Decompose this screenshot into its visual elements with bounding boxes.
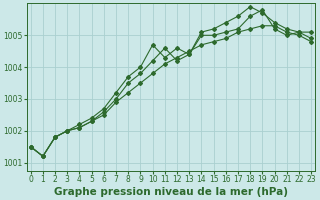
X-axis label: Graphe pression niveau de la mer (hPa): Graphe pression niveau de la mer (hPa) xyxy=(54,187,288,197)
